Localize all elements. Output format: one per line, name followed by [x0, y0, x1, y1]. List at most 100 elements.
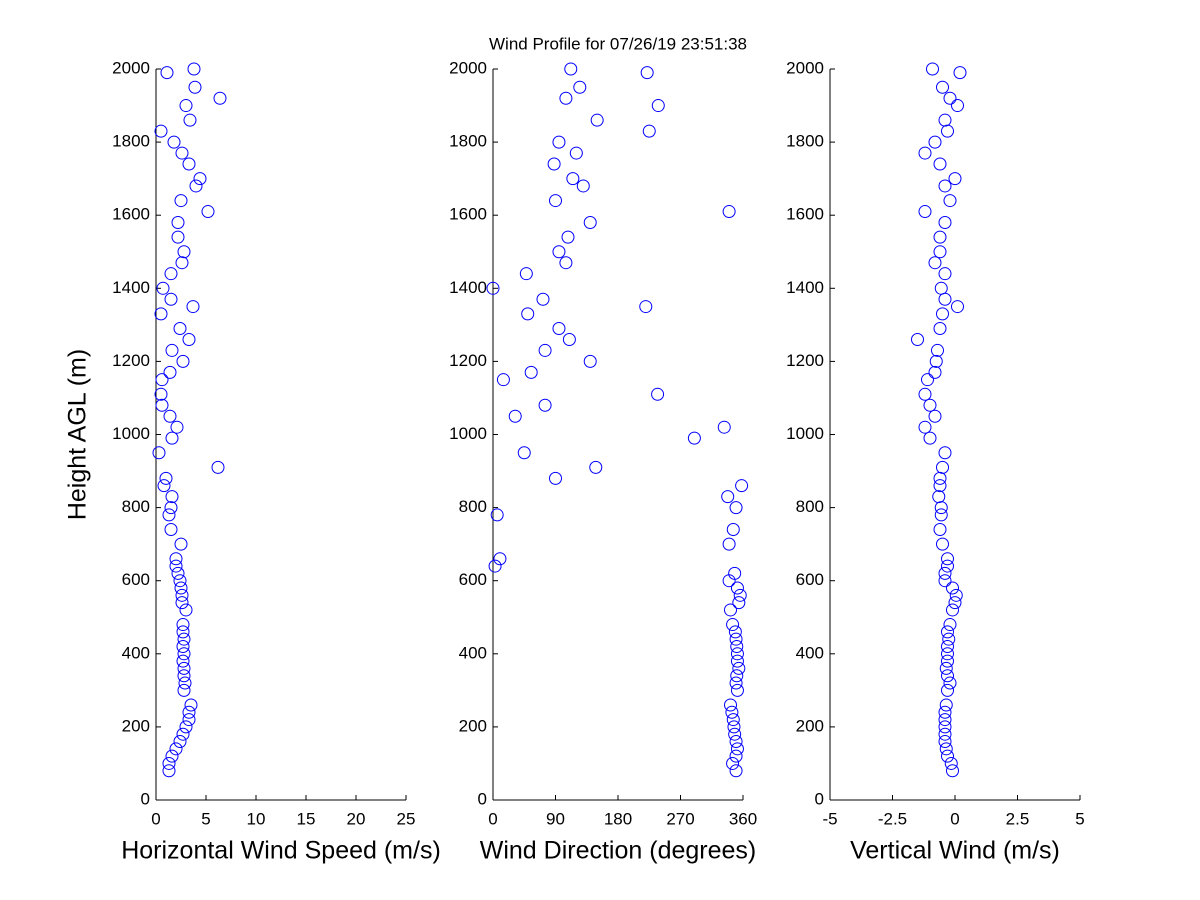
y-tick-label: 0: [815, 789, 824, 808]
point: [184, 698, 198, 712]
point: [938, 113, 952, 127]
point: [186, 300, 200, 314]
y-tick-label: 0: [141, 789, 150, 808]
point: [156, 281, 170, 295]
point: [722, 205, 736, 219]
point: [923, 398, 937, 412]
point: [569, 146, 583, 160]
point: [552, 135, 566, 149]
y-tick-label: 1000: [786, 424, 824, 443]
point: [188, 80, 202, 94]
point: [162, 508, 176, 522]
point: [918, 205, 932, 219]
y-tick-label: 1600: [112, 205, 150, 224]
point: [929, 354, 943, 368]
point: [165, 749, 179, 763]
point: [547, 157, 561, 171]
point: [948, 596, 962, 610]
point: [169, 552, 183, 566]
point: [642, 124, 656, 138]
point: [155, 373, 169, 387]
point: [573, 80, 587, 94]
point: [490, 508, 504, 522]
point: [177, 683, 191, 697]
x-tick-label: 5: [1075, 809, 1084, 828]
point: [177, 245, 191, 259]
point: [562, 332, 576, 346]
point: [918, 146, 932, 160]
point: [559, 91, 573, 105]
point: [938, 446, 952, 460]
point: [946, 603, 959, 617]
point: [486, 281, 500, 295]
point: [176, 618, 190, 632]
point: [177, 632, 191, 646]
point: [179, 603, 193, 617]
point: [735, 479, 749, 493]
point: [939, 742, 953, 756]
point: [651, 99, 665, 113]
point: [583, 216, 597, 230]
point: [173, 735, 187, 749]
point: [732, 596, 746, 610]
point: [176, 354, 190, 368]
point: [173, 322, 187, 336]
point: [174, 581, 188, 595]
point: [179, 99, 193, 113]
point: [171, 566, 185, 580]
point: [939, 698, 953, 712]
point: [201, 205, 215, 219]
point: [725, 705, 739, 719]
point: [729, 632, 743, 646]
point: [724, 603, 737, 617]
point: [211, 460, 225, 474]
point: [730, 581, 744, 595]
point: [943, 194, 957, 208]
y-tick-label: 600: [459, 570, 487, 589]
point: [182, 332, 196, 346]
x-tick-label: 90: [546, 809, 565, 828]
point: [552, 322, 566, 336]
point: [732, 661, 746, 675]
point: [640, 66, 654, 80]
point: [941, 552, 954, 566]
y-tick-label: 200: [796, 716, 824, 735]
point: [938, 713, 952, 727]
point: [926, 62, 939, 76]
point: [946, 764, 959, 778]
point: [943, 676, 957, 690]
point: [941, 639, 954, 653]
point: [175, 588, 189, 602]
point: [164, 292, 178, 306]
point: [921, 373, 934, 387]
x-axis-label: Horizontal Wind Speed (m/s): [121, 837, 441, 865]
point: [928, 256, 942, 270]
point: [729, 501, 743, 515]
y-tick-label: 1800: [786, 132, 824, 151]
point: [187, 62, 201, 76]
point: [944, 756, 958, 770]
y-tick-label: 1600: [449, 205, 487, 224]
point: [943, 91, 957, 105]
point: [938, 267, 952, 281]
point: [936, 307, 949, 321]
point: [933, 230, 947, 244]
point: [183, 113, 197, 127]
point: [726, 618, 740, 632]
x-axis-label: Vertical Wind (m/s): [850, 837, 1060, 865]
point: [165, 490, 179, 504]
point: [162, 764, 176, 778]
y-tick-label: 2000: [112, 58, 150, 77]
y-tick-label: 400: [122, 643, 150, 662]
point: [936, 460, 949, 474]
x-tick-label: 15: [297, 809, 316, 828]
point: [717, 420, 731, 434]
point: [488, 559, 502, 573]
point: [911, 332, 924, 346]
point: [576, 179, 590, 193]
point: [160, 66, 174, 80]
point: [213, 91, 227, 105]
point: [521, 307, 535, 321]
point: [946, 581, 959, 595]
